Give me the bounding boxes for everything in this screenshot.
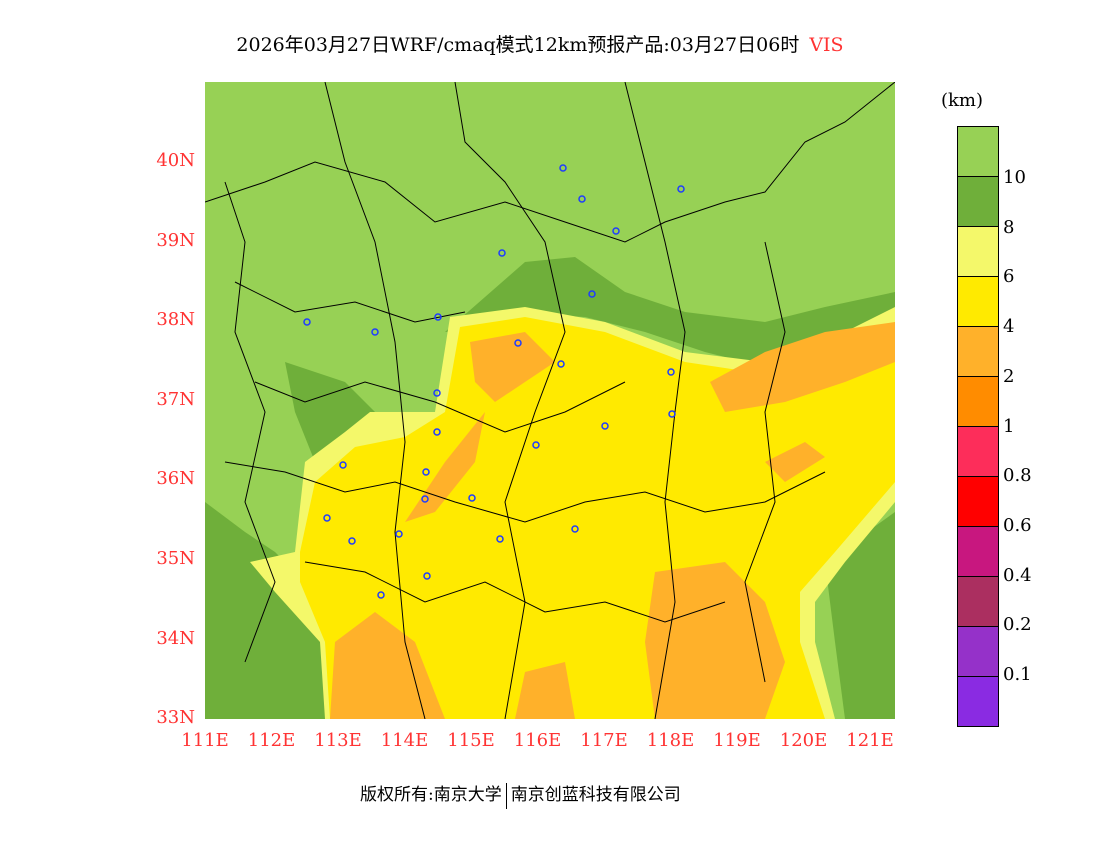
colorbar-swatch: [958, 627, 998, 677]
lat-tick-label: 40N: [156, 150, 195, 171]
colorbar-swatch: [958, 527, 998, 577]
colorbar-label: 0.1: [1003, 664, 1032, 685]
orange-zone: [330, 322, 895, 719]
city-marker: [677, 185, 685, 193]
city-marker: [498, 249, 506, 257]
colorbar-swatch: [958, 127, 998, 177]
city-marker: [514, 339, 522, 347]
colorbar-swatch: [958, 477, 998, 527]
colorbar-swatch: [958, 677, 998, 726]
city-marker: [468, 494, 476, 502]
lon-tick-label: 113E: [314, 730, 362, 751]
lon-tick-label: 118E: [646, 730, 695, 751]
lat-tick-label: 38N: [156, 309, 195, 331]
city-marker: [434, 313, 442, 321]
legend-unit: (km): [941, 90, 984, 111]
province-boundaries: [205, 82, 895, 719]
colorbar-label: 2: [1003, 365, 1015, 387]
colorbar-swatch: [958, 427, 998, 477]
lat-tick-label: 39N: [156, 229, 195, 251]
lon-tick-label: 120E: [779, 730, 828, 751]
city-markers: [303, 164, 685, 599]
footer-company: 南京创蓝科技有限公司: [510, 785, 681, 805]
lat-tick-label: 33N: [156, 707, 195, 729]
dark-green-zone: [205, 257, 895, 719]
colorbar: [957, 126, 999, 727]
title-variable: VIS: [809, 34, 844, 56]
city-marker: [578, 195, 586, 203]
colorbar-label: 4: [1003, 316, 1015, 338]
lon-tick-label: 121E: [846, 730, 894, 751]
lon-tick-label: 117E: [580, 730, 628, 751]
lon-tick-label: 116E: [513, 730, 562, 751]
colorbar-swatch: [958, 177, 998, 227]
city-marker: [423, 572, 431, 580]
city-marker: [339, 461, 347, 469]
visibility-map: [205, 82, 895, 719]
city-marker: [433, 428, 441, 436]
colorbar-label: 0.8: [1003, 465, 1032, 487]
colorbar-label: 6: [1003, 266, 1015, 288]
colorbar-swatch: [958, 327, 998, 377]
colorbar-label: 0.4: [1003, 564, 1032, 586]
lat-tick-label: 35N: [156, 548, 195, 569]
lat-tick-label: 37N: [156, 388, 195, 410]
title-main: 2026年03月27日WRF/cmaq模式12km预报产品:03月27日06时: [236, 34, 800, 56]
colorbar-swatch: [958, 277, 998, 327]
city-marker: [667, 368, 675, 376]
footer-divider: [505, 782, 507, 809]
city-marker: [371, 328, 379, 336]
city-marker: [612, 227, 620, 235]
city-marker: [532, 441, 540, 449]
colorbar-label: 8: [1003, 216, 1015, 238]
colorbar-swatch: [958, 377, 998, 427]
lon-tick-label: 119E: [713, 730, 761, 751]
city-marker: [588, 290, 596, 298]
lat-tick-label: 36N: [156, 468, 195, 490]
city-marker: [557, 360, 565, 368]
colorbar-label: 10: [1003, 167, 1026, 188]
footer: 版权所有:南京大学 南京创蓝科技有限公司: [360, 780, 681, 809]
colorbar-label: 0.2: [1003, 614, 1032, 636]
lat-tick-label: 34N: [156, 627, 195, 649]
city-marker: [601, 422, 609, 430]
colorbar-label: 1: [1003, 415, 1015, 437]
city-marker: [348, 537, 356, 545]
footer-copyright: 版权所有:南京大学: [360, 785, 502, 805]
lon-tick-label: 111E: [181, 730, 229, 751]
city-marker: [421, 495, 429, 503]
city-marker: [323, 514, 331, 522]
colorbar-label: 0.6: [1003, 514, 1032, 536]
chart-title: 2026年03月27日WRF/cmaq模式12km预报产品:03月27日06时 V…: [0, 30, 1080, 57]
city-marker: [422, 468, 430, 476]
colorbar-swatch: [958, 577, 998, 627]
city-marker: [433, 389, 441, 397]
lon-tick-label: 112E: [247, 730, 296, 751]
city-marker: [668, 410, 676, 418]
colorbar-swatch: [958, 227, 998, 277]
city-marker: [571, 525, 579, 533]
city-marker: [303, 318, 311, 326]
lon-tick-label: 114E: [380, 730, 429, 751]
city-marker: [496, 535, 504, 543]
city-marker: [559, 164, 567, 172]
lon-tick-label: 115E: [447, 730, 495, 751]
city-marker: [377, 591, 385, 599]
city-marker: [395, 530, 403, 538]
